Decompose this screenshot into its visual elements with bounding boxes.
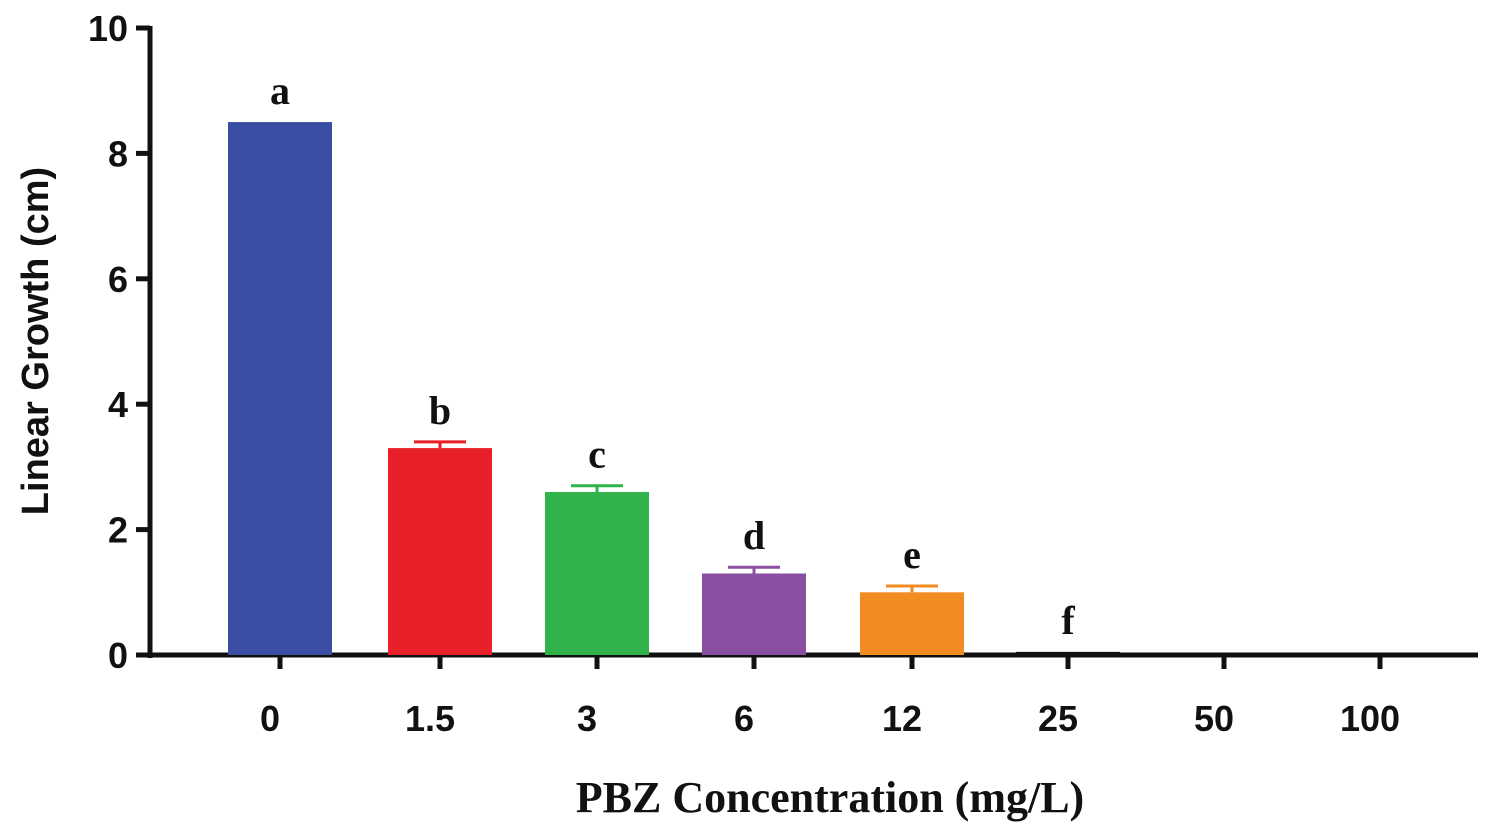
bar-3: [545, 491, 649, 655]
x-tick-label: 0: [260, 698, 280, 739]
bar-0: [228, 122, 332, 656]
x-tick-label: 100: [1340, 698, 1400, 739]
bar-25: [1016, 651, 1120, 655]
x-tick-label: 12: [882, 698, 922, 739]
error-bars: [414, 440, 938, 593]
significance-letter: e: [903, 532, 921, 577]
y-tick-label: 4: [108, 384, 128, 425]
bar-1_5: [388, 448, 492, 655]
x-tick-label: 1.5: [405, 698, 455, 739]
x-tick-label: 6: [734, 698, 754, 739]
y-tick-label: 2: [108, 510, 128, 551]
y-axis: 0 2 4 6 8 10: [88, 8, 153, 676]
significance-letter: c: [588, 432, 606, 477]
bar-6: [702, 573, 806, 655]
x-tick-label: 25: [1038, 698, 1078, 739]
x-axis-title: PBZ Concentration (mg/L): [576, 773, 1084, 822]
x-tick-label: 3: [577, 698, 597, 739]
significance-letters: a b c d e f: [270, 68, 1075, 643]
significance-letter: d: [743, 513, 765, 558]
y-tick-label: 6: [108, 259, 128, 300]
x-tick-label: 50: [1194, 698, 1234, 739]
y-tick-label: 0: [108, 635, 128, 676]
x-axis: 0 1.5 3 6 12 25 50 100: [148, 652, 1478, 739]
bars: [228, 122, 1120, 656]
y-axis-title: Linear Growth (cm): [15, 167, 57, 515]
significance-letter: b: [429, 388, 451, 433]
y-tick-label: 8: [108, 133, 128, 174]
significance-letter: f: [1061, 598, 1075, 643]
y-tick-label: 10: [88, 8, 128, 49]
significance-letter: a: [270, 68, 290, 113]
bar-12: [860, 592, 964, 655]
